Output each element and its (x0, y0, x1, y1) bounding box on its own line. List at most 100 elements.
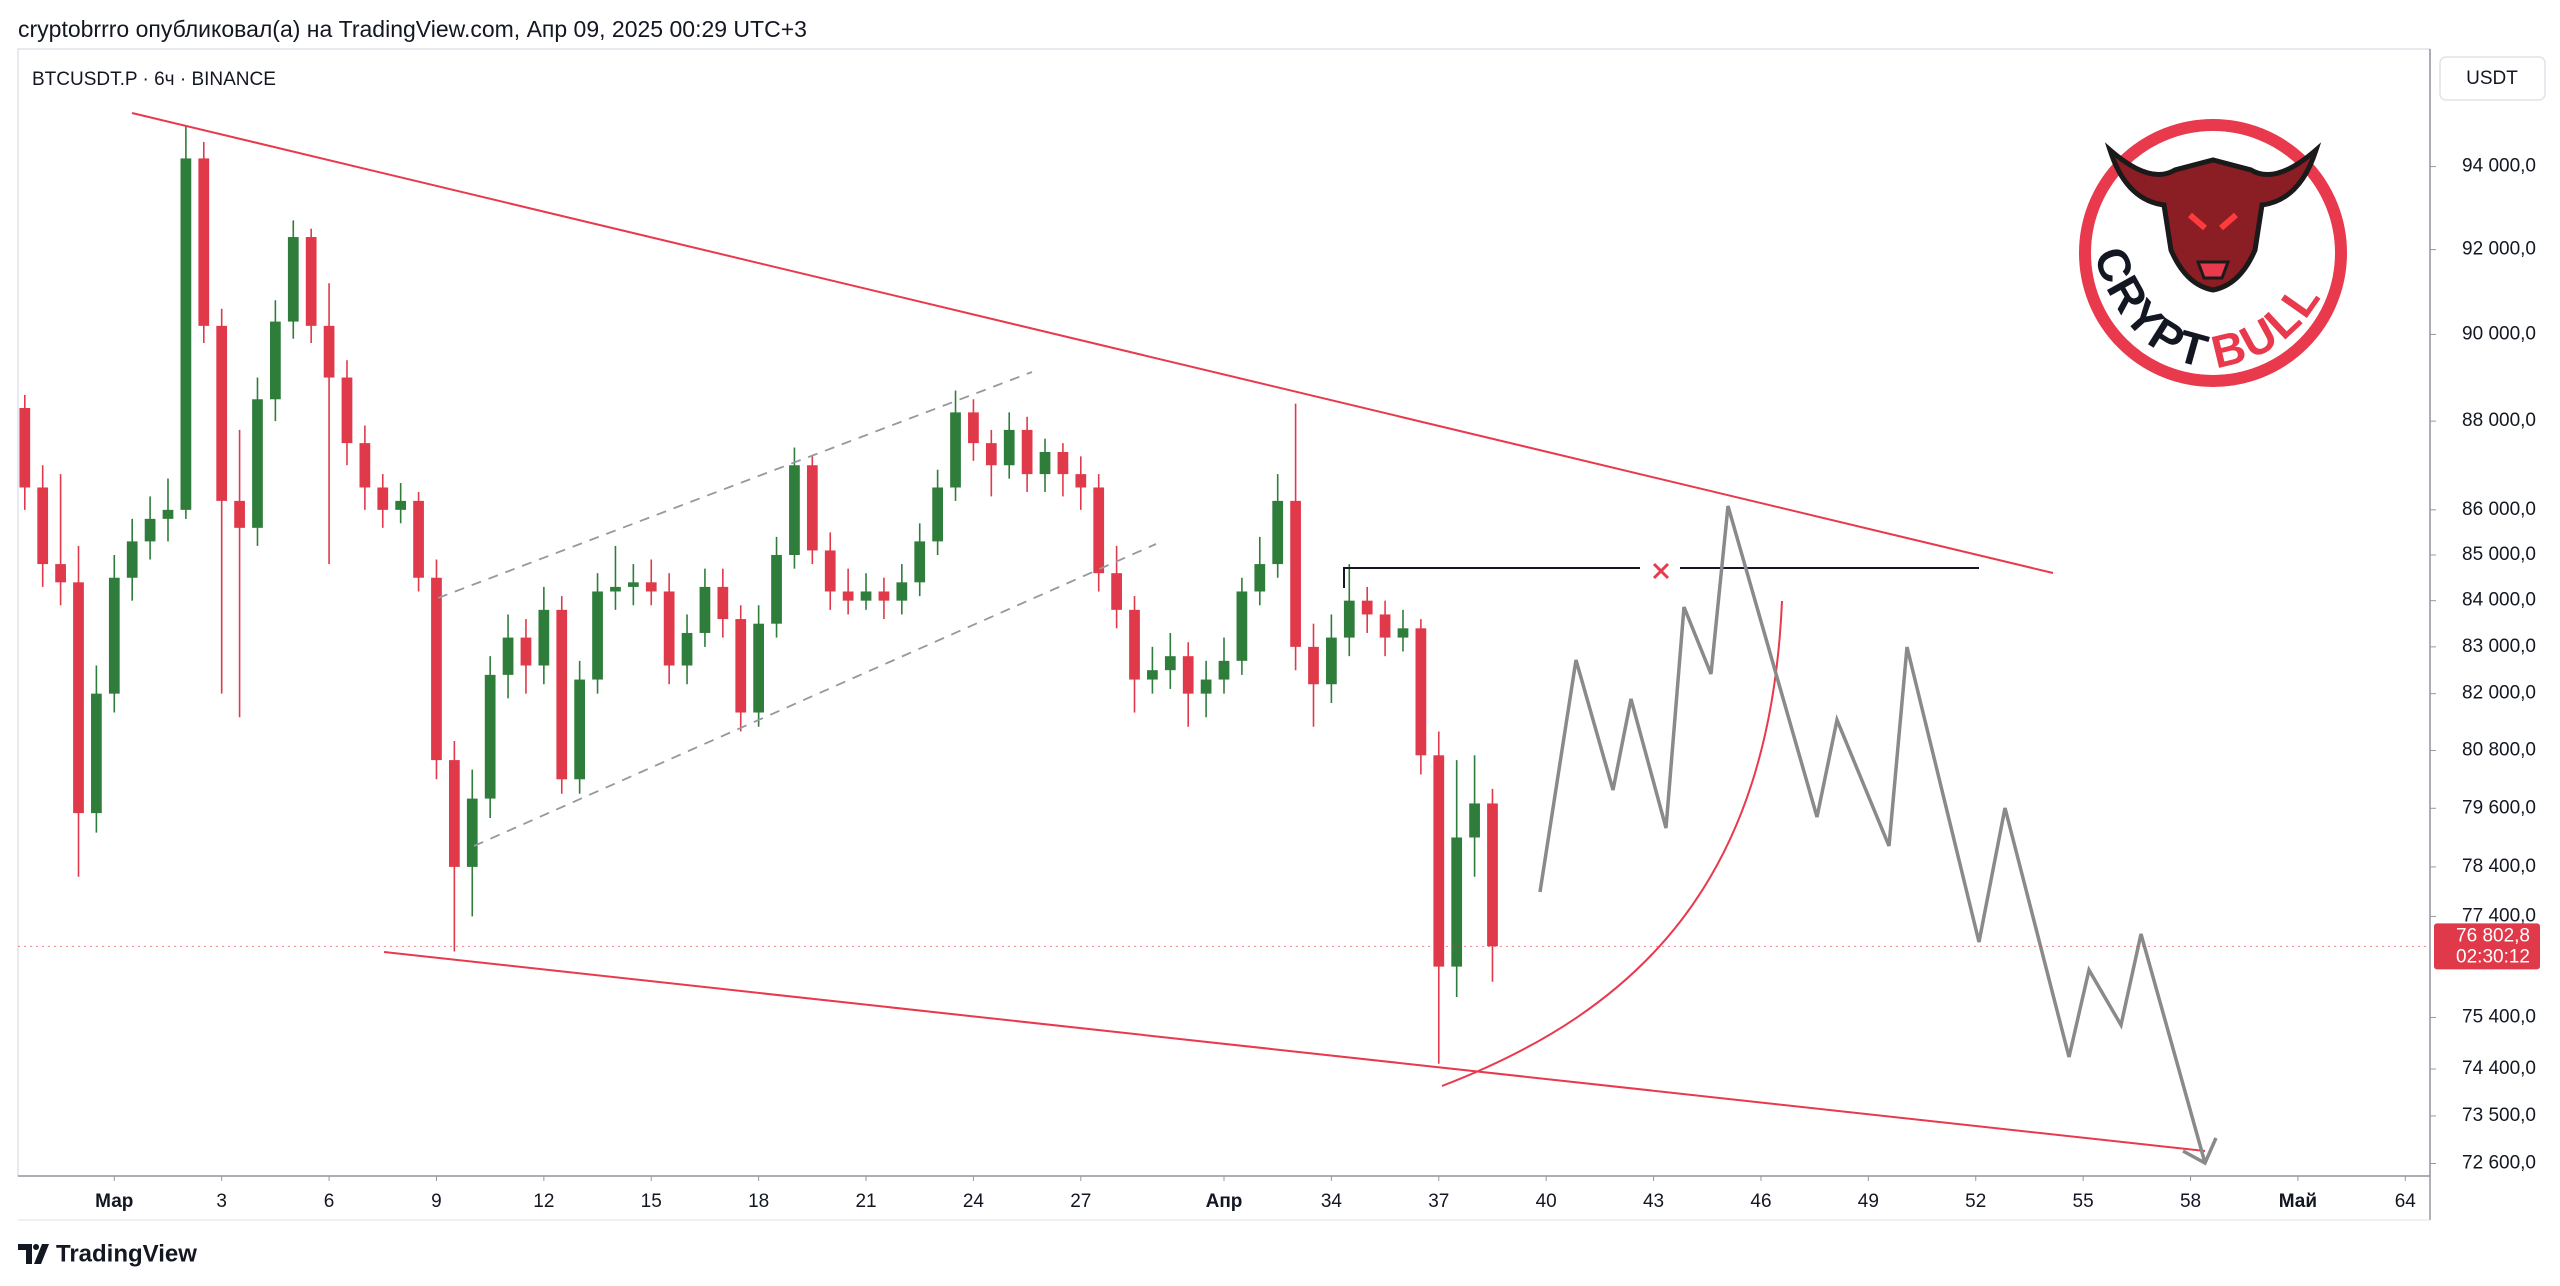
y-tick-label: 84 000,0 (2462, 590, 2536, 611)
currency-label[interactable]: USDT (2466, 68, 2518, 89)
candle-body (1361, 600, 1373, 615)
candle-body (627, 582, 639, 587)
x-tick-label: 55 (2073, 1191, 2094, 1212)
y-tick-label: 78 400,0 (2462, 856, 2536, 877)
x-tick-label: 64 (2395, 1191, 2417, 1212)
candle-body (216, 325, 228, 501)
x-tick-label: 40 (1536, 1191, 1557, 1212)
candle-body (1075, 474, 1087, 488)
candle-body (1487, 803, 1498, 947)
candle-body (484, 674, 496, 799)
x-tick-label: 58 (2180, 1191, 2201, 1212)
candle-body (431, 577, 442, 761)
candle-body (1182, 656, 1194, 694)
candle-body (502, 637, 514, 675)
candle-body (914, 541, 926, 583)
candle-body (1451, 837, 1463, 967)
candle-body (162, 509, 174, 519)
candle-body (73, 582, 84, 814)
candle-body (198, 158, 210, 326)
x-tick-label: 15 (641, 1191, 662, 1212)
candle-body (19, 408, 31, 488)
y-tick-label: 77 400,0 (2462, 905, 2536, 926)
y-tick-label: 80 800,0 (2462, 740, 2536, 761)
candle-body (520, 637, 532, 666)
channel-upper (437, 371, 1033, 599)
candle-body (824, 550, 836, 592)
candle-body (645, 582, 657, 592)
candles (19, 125, 1498, 1064)
candle-body (1469, 803, 1480, 838)
x-tick-label: 3 (216, 1191, 227, 1212)
y-tick-label: 82 000,0 (2462, 683, 2536, 704)
brand: TradingView (18, 1240, 197, 1267)
drawings (131, 112, 2218, 1166)
y-tick-label: 74 400,0 (2462, 1058, 2536, 1079)
logo-bull (2104, 142, 2322, 293)
y-tick-label: 86 000,0 (2462, 499, 2536, 520)
candle-body (287, 237, 299, 322)
y-tick-label: 75 400,0 (2462, 1006, 2536, 1027)
candle-body (592, 591, 603, 680)
candle-body (1057, 451, 1069, 475)
candle-body (413, 500, 424, 578)
x-tick-label: Мар (95, 1191, 133, 1212)
candle-body (1379, 614, 1391, 638)
publisher-line: cryptobrrro опубликовал(а) на TradingVie… (18, 16, 807, 42)
candle-body (717, 586, 729, 620)
currency-button[interactable] (2439, 56, 2546, 101)
last-price-label: 76 802,8 (2456, 925, 2530, 946)
candle-body (878, 591, 890, 601)
candle-body (753, 623, 765, 713)
countdown-label: 02:30:12 (2456, 946, 2530, 967)
candle-body (341, 377, 353, 444)
candle-body (806, 465, 818, 551)
x-tick-label: 24 (963, 1191, 985, 1212)
x-tick-label: 21 (855, 1191, 876, 1212)
y-tick-label: 94 000,0 (2462, 156, 2536, 177)
candle-body (681, 632, 693, 666)
candle-body (323, 325, 335, 378)
candle-body (1111, 573, 1122, 610)
candle-body (1433, 755, 1445, 967)
candle-body (932, 487, 943, 542)
candle-body (1254, 564, 1266, 592)
candle-body (1147, 670, 1158, 680)
candle-body (574, 679, 586, 780)
y-tick-label: 79 600,0 (2462, 797, 2536, 818)
level-line (1343, 567, 1979, 588)
x-tick-label: 6 (324, 1191, 335, 1212)
axes: 94 000,0 92 000,0 90 000,0 88 000,0 86 000,0… (18, 156, 2540, 1212)
x-tick-label: 37 (1428, 1191, 1449, 1212)
candle-body (860, 591, 872, 601)
candle-body (699, 586, 711, 633)
level-cross (1652, 562, 1670, 580)
logo-nose (2195, 260, 2231, 280)
x-tick-label: 12 (533, 1191, 554, 1212)
logo-eyes (2188, 212, 2238, 231)
candle-body (610, 586, 621, 592)
candle-body (180, 158, 192, 510)
candle-body (144, 518, 156, 542)
upper-trendline (131, 112, 2054, 574)
candle-body (91, 693, 102, 814)
candle-body (395, 500, 407, 510)
x-tick-label: 52 (1965, 1191, 1986, 1212)
candle-body (968, 412, 979, 444)
projection-arrow (2182, 1137, 2218, 1166)
x-tick-label: Май (2279, 1191, 2317, 1212)
candle-body (735, 619, 747, 713)
candle-body (252, 399, 263, 528)
y-tick-label: 83 000,0 (2462, 636, 2536, 657)
candle-body (1326, 637, 1337, 685)
y-tick-label: 85 000,0 (2462, 544, 2536, 565)
lower-trendline (383, 951, 2206, 1152)
brand-name: TradingView (56, 1240, 197, 1267)
candle-body (1343, 600, 1355, 638)
last-price-box (2434, 923, 2540, 970)
candle-body (1397, 628, 1409, 638)
y-tick-label: 72 600,0 (2462, 1153, 2536, 1174)
candle-body (985, 443, 997, 466)
x-tick-label: 18 (748, 1191, 769, 1212)
